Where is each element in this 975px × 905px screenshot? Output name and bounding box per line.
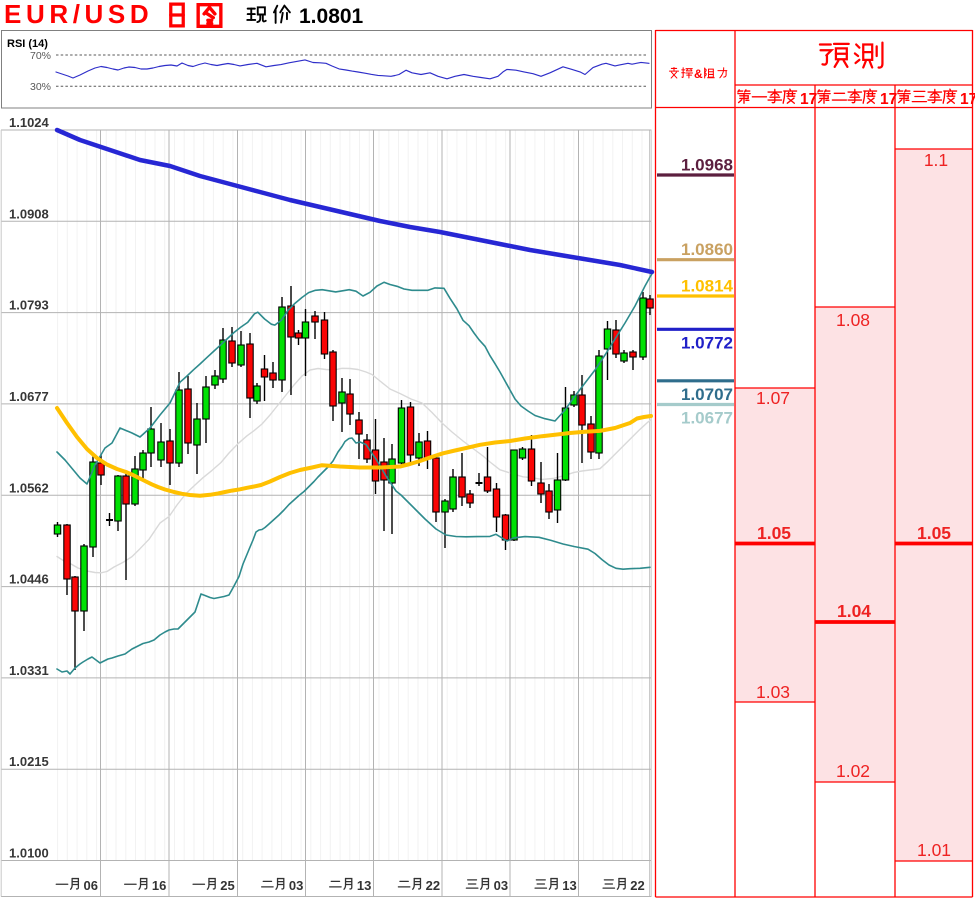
svg-text:1.0772: 1.0772: [681, 333, 733, 352]
svg-text:1.0860: 1.0860: [681, 240, 733, 259]
svg-text:1.05: 1.05: [757, 523, 791, 543]
svg-text:70%: 70%: [30, 50, 51, 62]
svg-text:1.05: 1.05: [917, 523, 951, 543]
svg-text:1.07: 1.07: [756, 388, 790, 408]
svg-text:17: 17: [960, 91, 975, 108]
svg-text:EUR/USD: EUR/USD: [4, 0, 153, 29]
svg-text:16: 16: [152, 878, 166, 893]
svg-text:1.0446: 1.0446: [9, 572, 49, 587]
svg-text:1.1024: 1.1024: [9, 115, 50, 130]
svg-text:22: 22: [426, 878, 440, 893]
svg-text:1.0677: 1.0677: [681, 409, 733, 428]
svg-text:13: 13: [562, 878, 576, 893]
svg-text:06: 06: [84, 878, 98, 893]
svg-text:1.01: 1.01: [917, 840, 951, 860]
svg-text:03: 03: [289, 878, 303, 893]
svg-text:1.0968: 1.0968: [681, 156, 733, 175]
svg-text:13: 13: [357, 878, 371, 893]
svg-text:1.0677: 1.0677: [9, 389, 49, 404]
svg-text:1.0908: 1.0908: [9, 206, 49, 221]
svg-text:1.0562: 1.0562: [9, 480, 49, 495]
svg-text:1.1: 1.1: [924, 150, 948, 170]
svg-text:1.0814: 1.0814: [681, 277, 734, 296]
svg-text:1.0707: 1.0707: [681, 385, 733, 404]
svg-text:22: 22: [630, 878, 644, 893]
svg-text:17: 17: [800, 91, 817, 108]
svg-text:1.0331: 1.0331: [9, 663, 49, 678]
svg-text:1.0215: 1.0215: [9, 754, 49, 769]
svg-text:1.04: 1.04: [837, 601, 871, 621]
svg-text:30%: 30%: [30, 81, 51, 93]
svg-text:17: 17: [880, 91, 897, 108]
svg-text:1.0793: 1.0793: [9, 298, 49, 313]
svg-text:1.0801: 1.0801: [299, 5, 364, 28]
svg-text:25: 25: [220, 878, 234, 893]
svg-text:RSI (14): RSI (14): [7, 38, 48, 50]
svg-text:03: 03: [494, 878, 508, 893]
svg-text:1.02: 1.02: [836, 761, 870, 781]
svg-text:1.03: 1.03: [756, 682, 790, 702]
svg-text:1.08: 1.08: [836, 310, 870, 330]
svg-text:1.0100: 1.0100: [9, 846, 49, 861]
svg-text:&: &: [694, 67, 703, 81]
